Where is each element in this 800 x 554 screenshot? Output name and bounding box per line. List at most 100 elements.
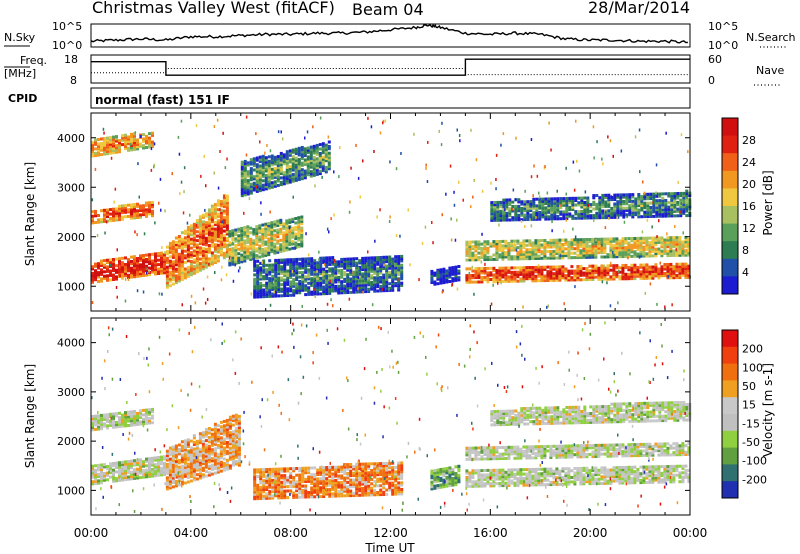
range-cell bbox=[601, 213, 605, 217]
range-cell bbox=[544, 197, 548, 201]
range-cell bbox=[165, 482, 169, 486]
range-cell bbox=[177, 241, 181, 245]
range-cell bbox=[222, 211, 226, 215]
range-cell bbox=[508, 200, 512, 204]
range-cell bbox=[291, 164, 295, 168]
range-cell bbox=[616, 206, 620, 210]
range-cell bbox=[207, 215, 211, 219]
range-cell bbox=[243, 193, 247, 197]
range-cell bbox=[124, 299, 127, 303]
range-cell bbox=[367, 272, 371, 276]
range-cell bbox=[640, 215, 644, 219]
range-cell bbox=[484, 262, 486, 266]
range-cell bbox=[183, 450, 187, 454]
range-cell bbox=[520, 207, 524, 210]
range-cell bbox=[219, 220, 223, 223]
range-cell bbox=[267, 186, 271, 190]
range-cell bbox=[607, 196, 611, 199]
range-cell bbox=[618, 239, 622, 243]
range-cell bbox=[216, 232, 220, 236]
range-cell bbox=[134, 131, 137, 135]
range-cell bbox=[183, 231, 187, 235]
range-cell bbox=[477, 280, 481, 284]
range-cell bbox=[228, 232, 232, 236]
range-cell bbox=[597, 269, 601, 272]
range-cell bbox=[445, 280, 449, 284]
range-cell bbox=[388, 287, 390, 291]
range-cell bbox=[492, 253, 496, 257]
range-cell bbox=[130, 271, 133, 275]
range-cell bbox=[548, 121, 550, 125]
range-cell bbox=[535, 217, 539, 221]
range-cell bbox=[262, 290, 266, 294]
range-cell bbox=[97, 418, 100, 422]
range-cell bbox=[608, 217, 610, 220]
range-cell bbox=[252, 177, 256, 181]
range-cell bbox=[359, 195, 361, 199]
range-cell bbox=[382, 121, 384, 125]
range-cell bbox=[256, 279, 260, 283]
range-cell bbox=[474, 273, 478, 277]
range-cell bbox=[124, 471, 127, 475]
range-cell bbox=[94, 427, 97, 431]
range-cell bbox=[565, 201, 569, 205]
range-cell bbox=[373, 258, 377, 262]
range-cell bbox=[637, 199, 641, 203]
range-cell bbox=[481, 232, 483, 236]
range-cell bbox=[361, 279, 365, 283]
range-cell bbox=[669, 262, 673, 266]
range-cell bbox=[94, 140, 97, 144]
range-cell bbox=[603, 239, 607, 243]
range-cell bbox=[183, 446, 187, 449]
range-cell bbox=[124, 142, 127, 146]
range-cell bbox=[618, 269, 620, 273]
range-cell bbox=[660, 243, 664, 247]
range-cell bbox=[376, 271, 380, 275]
range-cell bbox=[163, 264, 166, 268]
range-cell bbox=[498, 277, 502, 281]
range-cell bbox=[364, 270, 368, 274]
range-cell bbox=[321, 166, 325, 170]
range-cell bbox=[194, 301, 197, 305]
range-cell bbox=[127, 471, 130, 475]
range-cell bbox=[637, 210, 641, 214]
range-cell bbox=[160, 466, 163, 470]
range-cell bbox=[174, 252, 178, 256]
range-cell bbox=[598, 207, 602, 211]
range-cell bbox=[474, 271, 478, 275]
range-cell bbox=[121, 476, 124, 480]
range-cell bbox=[133, 470, 136, 474]
range-cell bbox=[148, 143, 151, 147]
range-cell bbox=[262, 288, 266, 292]
range-cell bbox=[580, 212, 584, 216]
range-cell bbox=[495, 277, 499, 281]
range-cell bbox=[279, 169, 283, 173]
range-cell bbox=[546, 256, 550, 260]
range-cell bbox=[103, 277, 106, 280]
range-cell bbox=[535, 213, 539, 217]
range-cell bbox=[657, 247, 661, 251]
range-cell bbox=[198, 253, 202, 257]
range-cell bbox=[583, 216, 587, 220]
range-cell bbox=[666, 249, 670, 253]
range-cell bbox=[267, 170, 271, 174]
range-cell bbox=[525, 250, 529, 254]
nsky-label: N.Sky bbox=[4, 31, 36, 44]
range-cell bbox=[480, 269, 484, 273]
range-cell bbox=[349, 279, 353, 283]
range-cell bbox=[103, 270, 106, 274]
range-cell bbox=[558, 240, 562, 244]
range-cell bbox=[616, 202, 620, 206]
range-cell bbox=[600, 275, 604, 279]
range-cell bbox=[618, 244, 622, 247]
range-cell bbox=[579, 249, 583, 253]
range-cell bbox=[258, 171, 262, 175]
range-cell bbox=[154, 458, 157, 462]
range-cell bbox=[94, 147, 97, 151]
range-cell bbox=[615, 253, 619, 256]
range-cell bbox=[207, 217, 211, 221]
range-cell bbox=[504, 273, 508, 277]
range-cell bbox=[270, 223, 274, 227]
range-cell bbox=[255, 169, 259, 173]
range-cell bbox=[154, 272, 157, 276]
